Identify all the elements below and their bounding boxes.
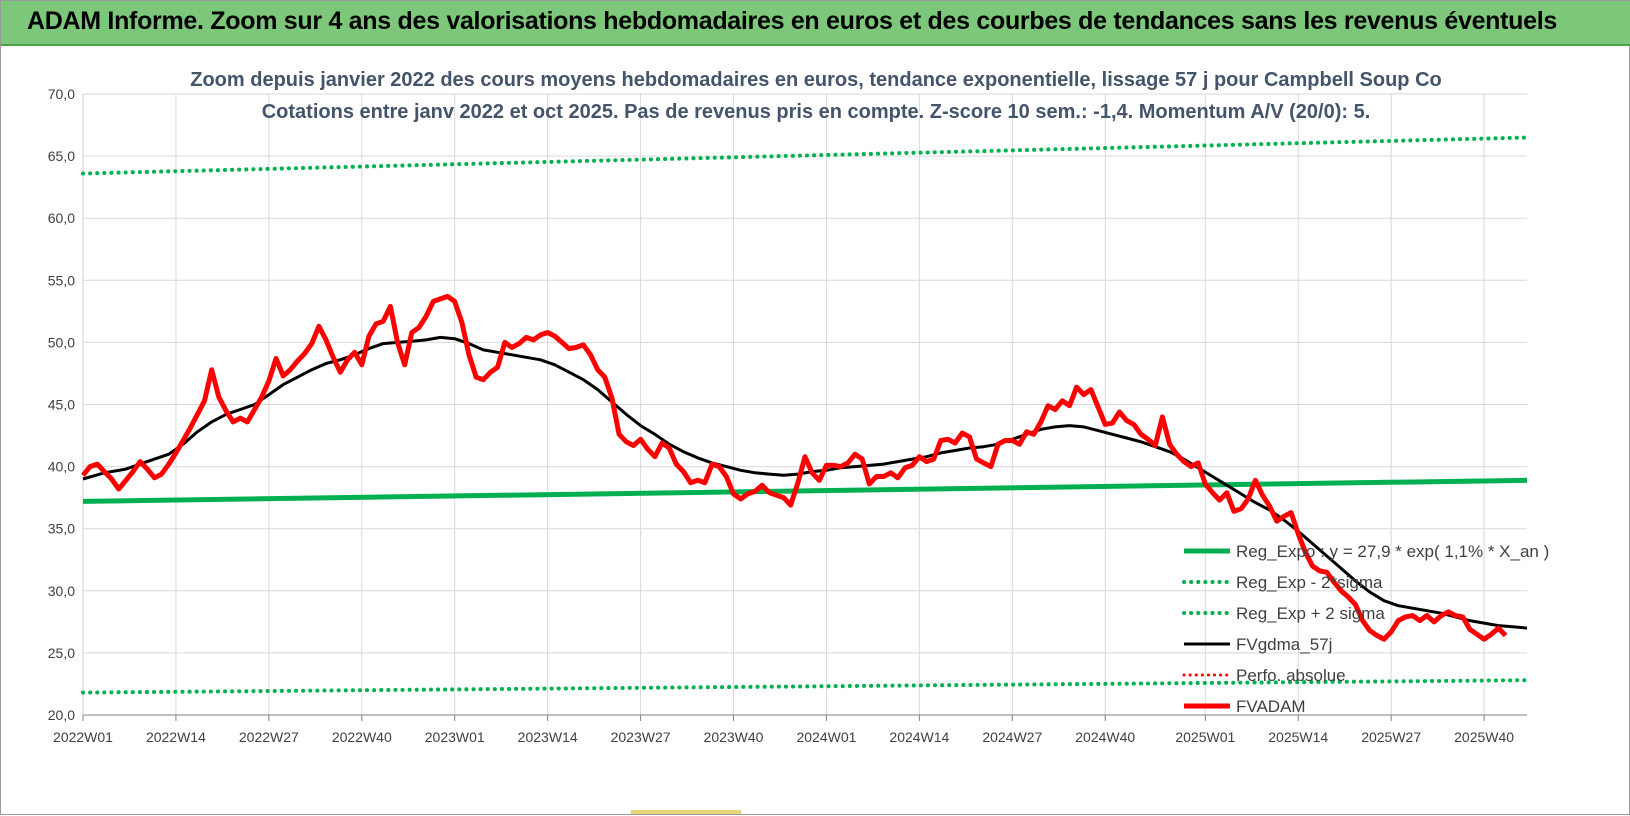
x-tick-label: 2022W01 [53, 729, 113, 745]
legend-label-fvgdma-57j: FVgdma_57j [1236, 635, 1332, 654]
legend-label-reg-exp-minus-2sigma: Reg_Exp - 2*sigma [1236, 573, 1383, 592]
legend-label-fvadam: FVADAM [1236, 697, 1306, 716]
legend-label-reg-expo: Reg_Expo : y = 27,9 * exp( 1,1% * X_an ) [1236, 542, 1549, 561]
chart-title-line-2: Cotations entre janv 2022 et oct 2025. P… [262, 101, 1371, 123]
x-tick-label: 2025W40 [1454, 729, 1514, 745]
y-tick-label: 65,0 [48, 148, 75, 164]
series-line-fvadam [81, 293, 1508, 642]
legend: Reg_Expo : y = 27,9 * exp( 1,1% * X_an )… [1182, 542, 1549, 716]
bottom-strip [631, 810, 741, 814]
axis-layer: 20,0 25,0 30,0 35,0 40,0 45,0 50,0 55,0 60,0 65,0… [48, 86, 1527, 745]
x-tick-label: 2025W14 [1268, 729, 1328, 745]
x-tick-label: 2022W14 [146, 729, 206, 745]
y-tick-label: 20,0 [48, 707, 75, 723]
series-line-reg-expo [82, 477, 1528, 504]
x-tick-label: 2023W01 [425, 729, 485, 745]
legend-label-reg-exp-plus-2sigma: Reg_Exp + 2 sigma [1236, 604, 1385, 623]
series-line-reg-exp-plus-2sigma [81, 135, 1529, 176]
x-tick-label: 2025W27 [1361, 729, 1421, 745]
y-tick-label: 25,0 [48, 645, 75, 661]
y-tick-label: 60,0 [48, 210, 75, 226]
x-tick-label: 2022W40 [332, 729, 392, 745]
top-banner: ADAM Informe. Zoom sur 4 ans des valoris… [1, 1, 1630, 46]
y-tick-label: 50,0 [48, 334, 75, 350]
x-tick-label: 2023W27 [611, 729, 671, 745]
x-tick-label: 2024W27 [982, 729, 1042, 745]
chart-title-line-1: Zoom depuis janvier 2022 des cours moyen… [190, 69, 1441, 91]
y-tick-label: 35,0 [48, 521, 75, 537]
x-tick-label: 2024W14 [889, 729, 949, 745]
y-tick-label: 45,0 [48, 397, 75, 413]
x-tick-label: 2023W40 [704, 729, 764, 745]
x-tick-label: 2024W40 [1075, 729, 1135, 745]
line-chart: 20,0 25,0 30,0 35,0 40,0 45,0 50,0 55,0 60,0 65,0… [48, 69, 1550, 745]
series-layer [81, 135, 1529, 695]
chart-title: Zoom depuis janvier 2022 des cours moyen… [190, 69, 1441, 123]
x-tick-label: 2022W27 [239, 729, 299, 745]
x-tick-label: 2024W01 [796, 729, 856, 745]
x-tick-label: 2025W01 [1175, 729, 1235, 745]
banner-title: ADAM Informe. Zoom sur 4 ans des valoris… [27, 7, 1557, 35]
legend-label-perfo-absolue: Perfo. absolue [1236, 666, 1346, 685]
series-line-reg-exp-minus-2sigma [81, 678, 1529, 695]
y-tick-label: 30,0 [48, 583, 75, 599]
y-tick-label: 40,0 [48, 459, 75, 475]
y-tick-label: 70,0 [48, 86, 75, 102]
y-tick-label: 55,0 [48, 272, 75, 288]
x-tick-label: 2023W14 [518, 729, 578, 745]
